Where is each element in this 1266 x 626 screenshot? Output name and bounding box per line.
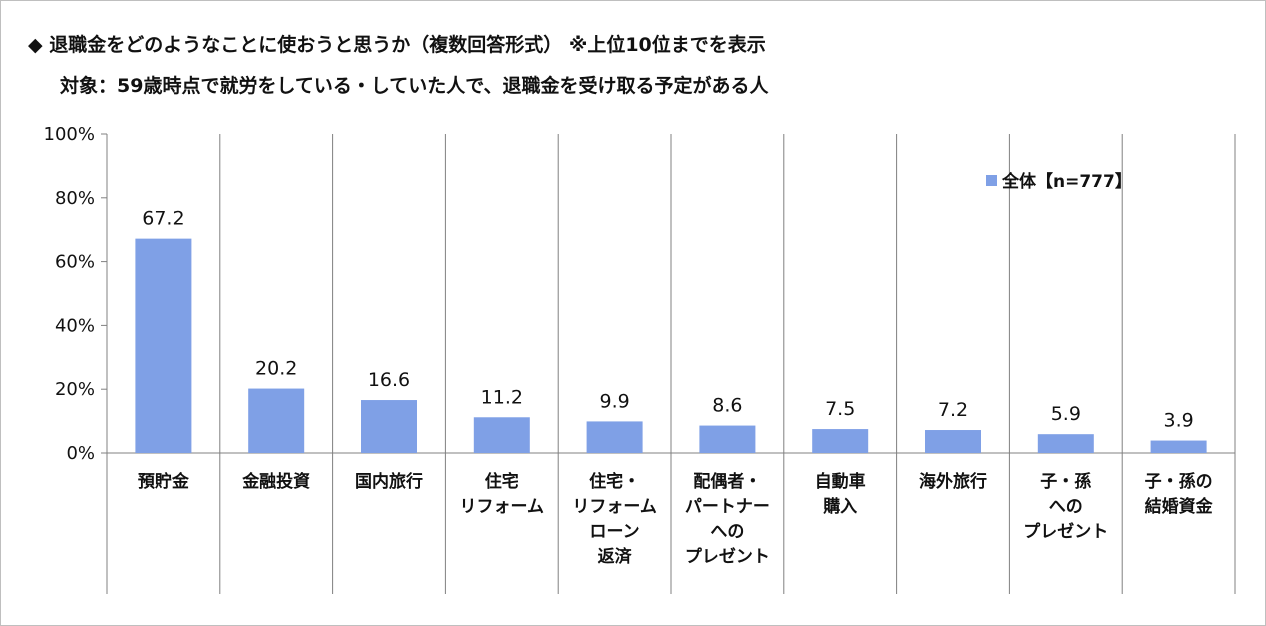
category-label-line: 国内旅行 xyxy=(355,471,423,492)
category-label: 住宅・リフォームローン返済 xyxy=(572,471,657,567)
category-label-line: 預貯金 xyxy=(138,471,190,492)
bar xyxy=(1037,434,1094,453)
category-label-line: 返済 xyxy=(598,546,633,567)
data-label: 7.2 xyxy=(938,399,968,421)
data-label: 9.9 xyxy=(599,390,629,412)
chart-title: ◆ 退職金をどのようなことに使おうと思うか（複数回答形式） ※上位10位までを表… xyxy=(28,34,766,56)
category-label-line: 配偶者・ xyxy=(693,471,761,492)
y-tick-label: 40% xyxy=(55,315,95,336)
category-label: 国内旅行 xyxy=(355,471,423,492)
bar xyxy=(248,388,305,453)
category-label-line: プレゼント xyxy=(1023,521,1108,542)
category-label-line: リフォーム xyxy=(460,497,545,517)
bar xyxy=(1150,440,1207,453)
bar xyxy=(473,417,530,453)
data-label: 67.2 xyxy=(142,208,184,230)
category-label-line: 住宅・ xyxy=(589,471,640,492)
y-tick-label: 0% xyxy=(66,443,95,464)
category-label-line: ローン xyxy=(590,522,640,542)
category-label: 子・孫へのプレゼント xyxy=(1023,471,1108,542)
category-label: 配偶者・パートナーへのプレゼント xyxy=(685,471,770,567)
category-label-line: 海外旅行 xyxy=(919,471,987,492)
category-label: 住宅リフォーム xyxy=(460,471,545,517)
bar xyxy=(135,238,192,453)
bar xyxy=(812,429,869,453)
bar xyxy=(699,425,756,453)
category-label: 自動車購入 xyxy=(815,471,866,517)
category-label: 金融投資 xyxy=(241,471,310,492)
category-label-line: 住宅 xyxy=(485,471,519,492)
category-label-line: への xyxy=(1049,497,1083,517)
data-label: 8.6 xyxy=(712,395,742,417)
bar xyxy=(586,421,643,453)
data-label: 16.6 xyxy=(368,369,410,391)
y-tick-label: 100% xyxy=(44,124,95,145)
bar xyxy=(361,400,417,453)
category-label-line: 子・孫 xyxy=(1040,471,1091,492)
y-tick-label: 20% xyxy=(55,379,95,400)
legend-label: 全体【n=777】 xyxy=(1001,171,1132,192)
chart-subtitle: 対象：59歳時点で就労をしている・していた人で、退職金を受け取る予定がある人 xyxy=(60,75,769,97)
y-tick-label: 60% xyxy=(55,252,95,273)
category-label-line: リフォーム xyxy=(572,497,657,517)
data-label: 11.2 xyxy=(481,386,523,408)
category-label-line: への xyxy=(710,522,744,542)
category-label-line: 子・孫の xyxy=(1145,471,1213,492)
y-tick-label: 80% xyxy=(55,188,95,209)
category-label-line: 購入 xyxy=(823,496,857,517)
category-label-line: 結婚資金 xyxy=(1145,496,1214,517)
data-label: 7.5 xyxy=(825,398,855,420)
category-label: 預貯金 xyxy=(138,471,190,492)
bar xyxy=(925,430,981,453)
category-label: 海外旅行 xyxy=(919,471,987,492)
data-label: 20.2 xyxy=(255,358,297,380)
category-label-line: 金融投資 xyxy=(241,471,310,492)
category-label-line: パートナー xyxy=(685,497,770,517)
legend-swatch xyxy=(986,175,997,186)
data-label: 3.9 xyxy=(1163,410,1193,432)
data-label: 5.9 xyxy=(1051,403,1081,425)
category-label-line: 自動車 xyxy=(815,471,866,492)
category-label-line: プレゼント xyxy=(685,546,770,567)
category-label: 子・孫の結婚資金 xyxy=(1145,471,1214,517)
